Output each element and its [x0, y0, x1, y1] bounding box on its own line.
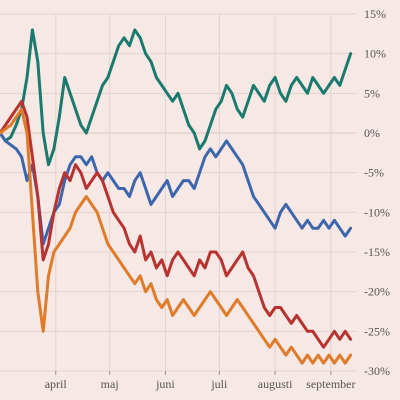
y-tick-label: -30% [364, 364, 390, 378]
y-tick-label: -20% [364, 285, 390, 299]
y-tick-label: 0% [364, 126, 380, 140]
y-tick-label: 5% [364, 86, 380, 100]
series-line-3 [0, 99, 353, 349]
x-tick-label: juli [210, 377, 228, 391]
y-tick-label: -25% [364, 324, 390, 338]
x-tick-label: maj [101, 377, 119, 391]
y-tick-label: -5% [364, 166, 384, 180]
grid [0, 13, 356, 372]
x-tick-label: juni [155, 377, 175, 391]
x-tick-label: april [45, 377, 68, 391]
series-line-1 [0, 28, 353, 167]
x-tick-label: september [306, 377, 355, 391]
y-tick-label: -10% [364, 205, 390, 219]
y-tick-label: 10% [364, 47, 386, 61]
x-tick-label: augusti [258, 377, 293, 391]
x-axis: april maj juni juli augusti september [45, 371, 355, 391]
series-lines [0, 28, 353, 365]
y-axis: 15% 10% 5% 0% -5% -10% -15% -20% -25% -30% [364, 7, 390, 378]
y-tick-label: 15% [364, 7, 386, 21]
series-line-2 [0, 131, 353, 246]
y-tick-label: -15% [364, 245, 390, 259]
series-line-4 [0, 107, 353, 365]
